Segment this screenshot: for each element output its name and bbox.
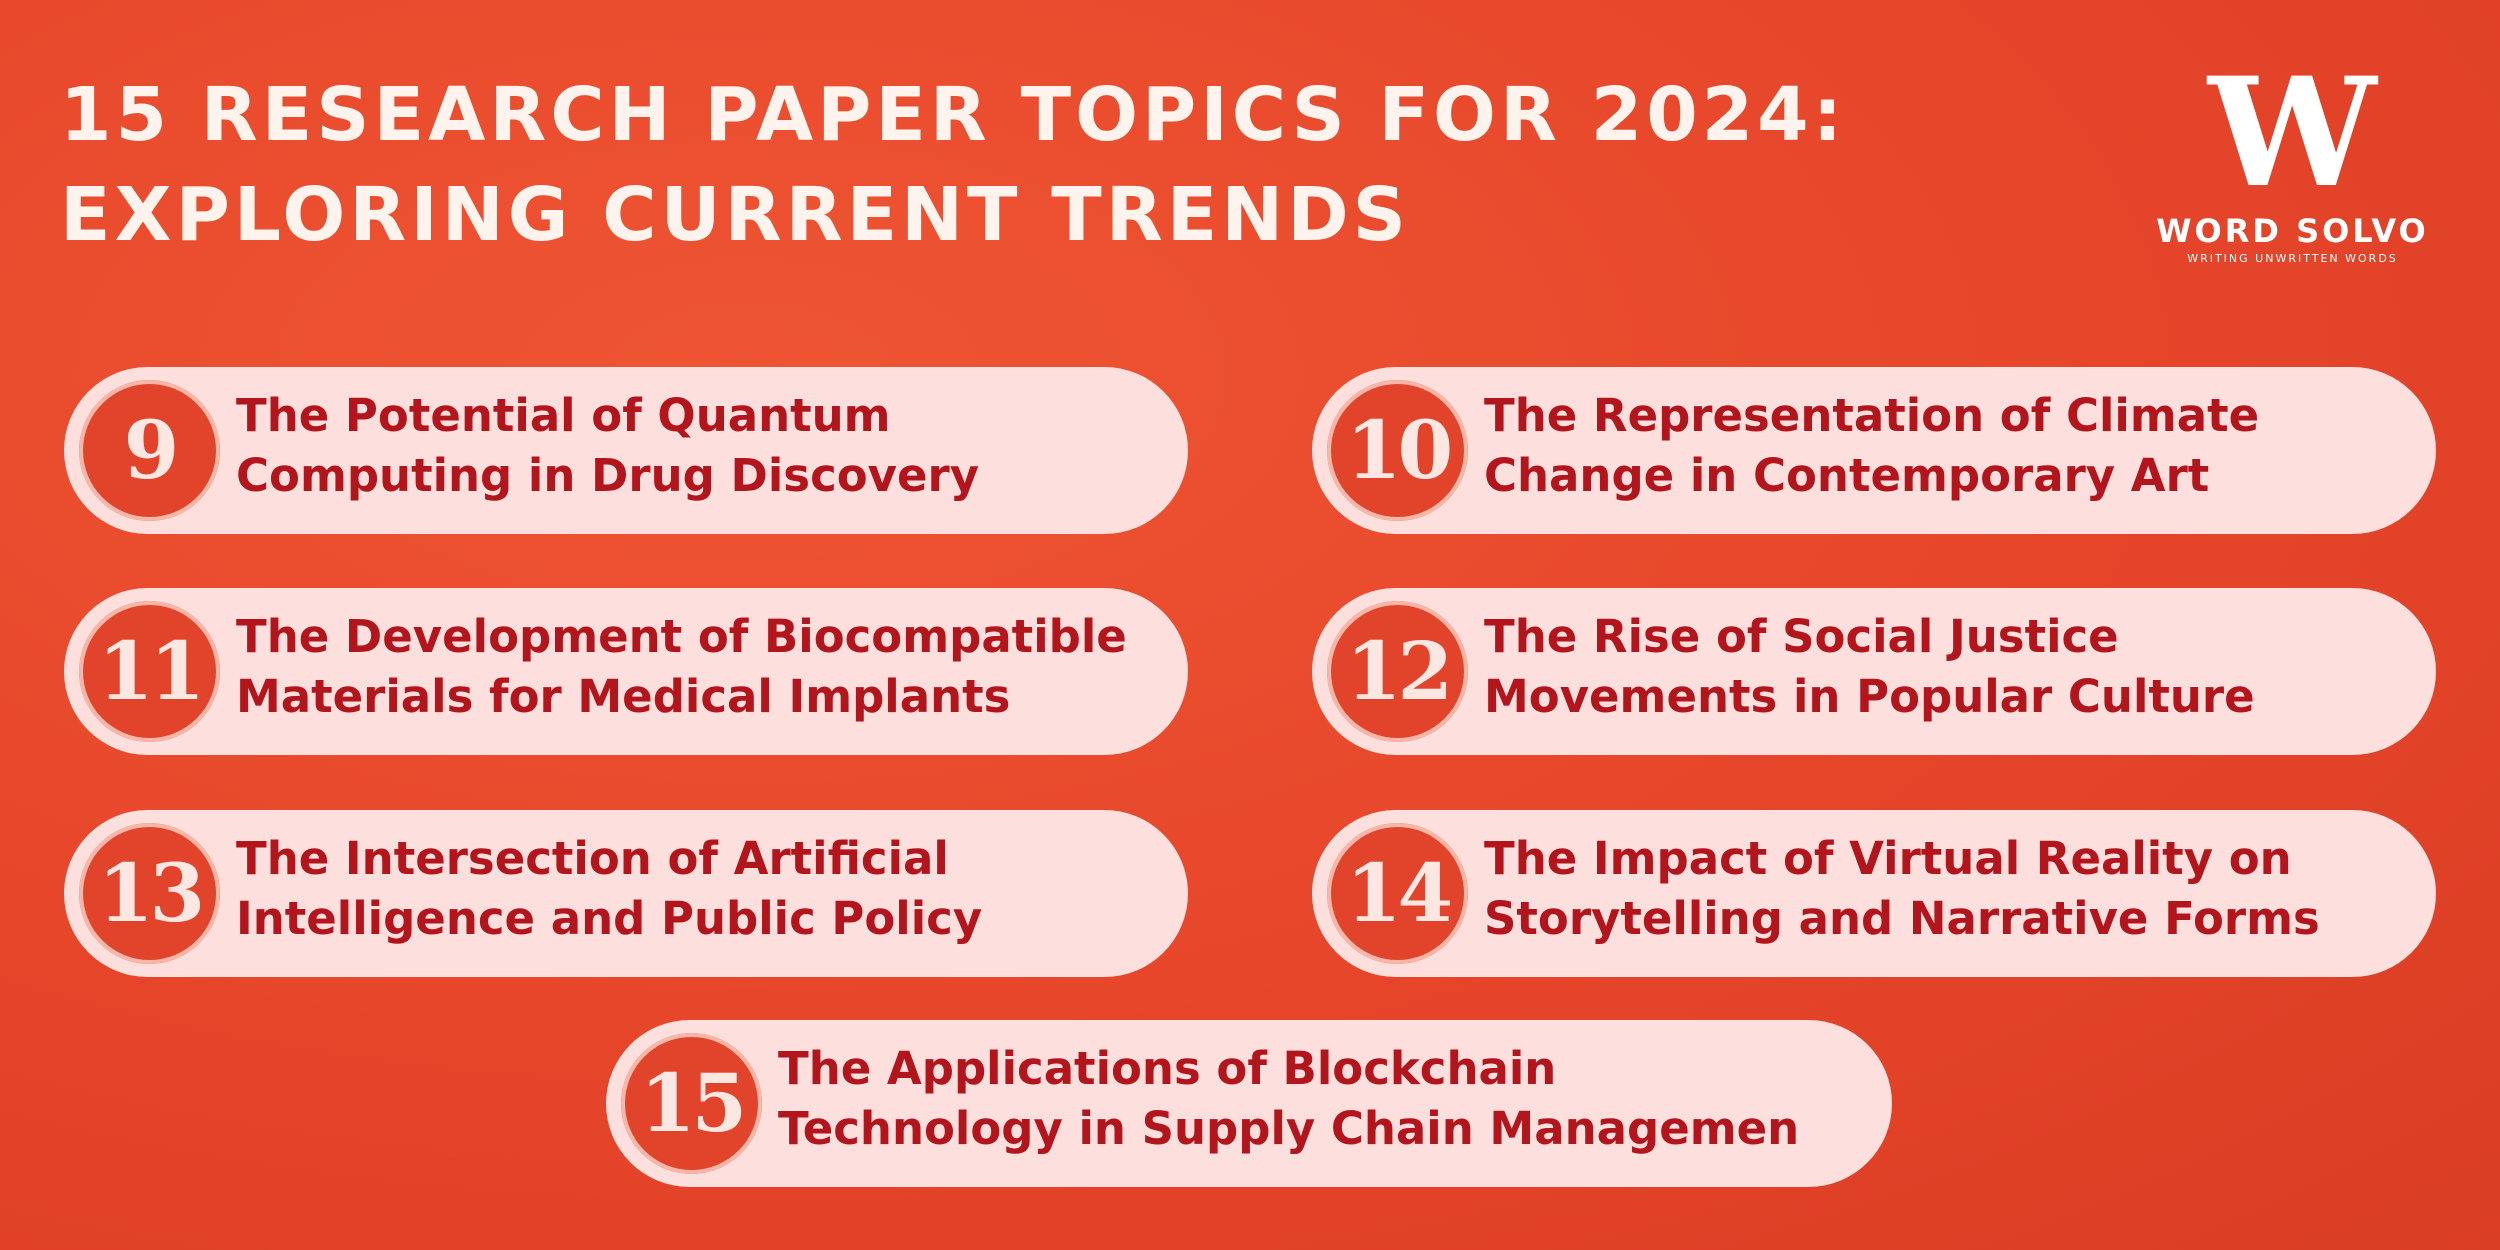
topic-item: 14 The Impact of Virtual Reality on Storyt… xyxy=(1312,810,2436,977)
topic-item: 10 The Representation of Climate Change in… xyxy=(1312,367,2436,534)
topic-text: The Representation of Climate xyxy=(1484,389,2260,442)
topic-text: The Applications of Blockchain xyxy=(778,1042,1557,1095)
topic-text: Computing in Drug Discovery xyxy=(236,449,980,502)
topic-item: 15 The Applications of Blockchain Technolo… xyxy=(606,1020,1892,1187)
topic-item: 12 The Rise of Social Justice Movements in… xyxy=(1312,588,2436,755)
topic-text: Materials for Medical Implants xyxy=(236,670,1011,723)
topic-number: 13 xyxy=(79,823,220,964)
topic-text: Change in Contemporary Art xyxy=(1484,449,2210,502)
topic-text: Technology in Supply Chain Managemen xyxy=(778,1102,1800,1155)
topic-item: 11 The Development of Biocompatible Materi… xyxy=(64,588,1188,755)
topic-item: 13 The Intersection of Artificial Intellig… xyxy=(64,810,1188,977)
topic-text: The Impact of Virtual Reality on xyxy=(1484,832,2292,885)
topic-number: 12 xyxy=(1327,601,1468,742)
logo-name: WORD SOLVO xyxy=(2156,212,2429,250)
topic-number: 14 xyxy=(1327,823,1468,964)
logo-mark: W xyxy=(2208,45,2377,221)
topic-item: 9 The Potential of Quantum Computing in Dr… xyxy=(64,367,1188,534)
topic-text: Intelligence and Public Policy xyxy=(236,892,983,945)
topic-number: 11 xyxy=(79,601,220,742)
topic-text: The Intersection of Artificial xyxy=(236,832,949,885)
topic-number: 9 xyxy=(79,380,220,521)
topic-text: The Potential of Quantum xyxy=(236,389,891,442)
title-line: 15 RESEARCH PAPER TOPICS FOR 2024: xyxy=(60,72,1847,158)
title-line: EXPLORING CURRENT TRENDS xyxy=(60,172,1410,258)
topic-text: The Rise of Social Justice xyxy=(1484,610,2119,663)
topic-number: 10 xyxy=(1327,380,1468,521)
topic-number: 15 xyxy=(621,1033,762,1174)
logo-tagline: WRITING UNWRITTEN WORDS xyxy=(2187,252,2398,265)
topic-text: Storytelling and Narrative Forms xyxy=(1484,892,2320,945)
topic-text: Movements in Popular Culture xyxy=(1484,670,2255,723)
topic-text: The Development of Biocompatible xyxy=(236,610,1127,663)
